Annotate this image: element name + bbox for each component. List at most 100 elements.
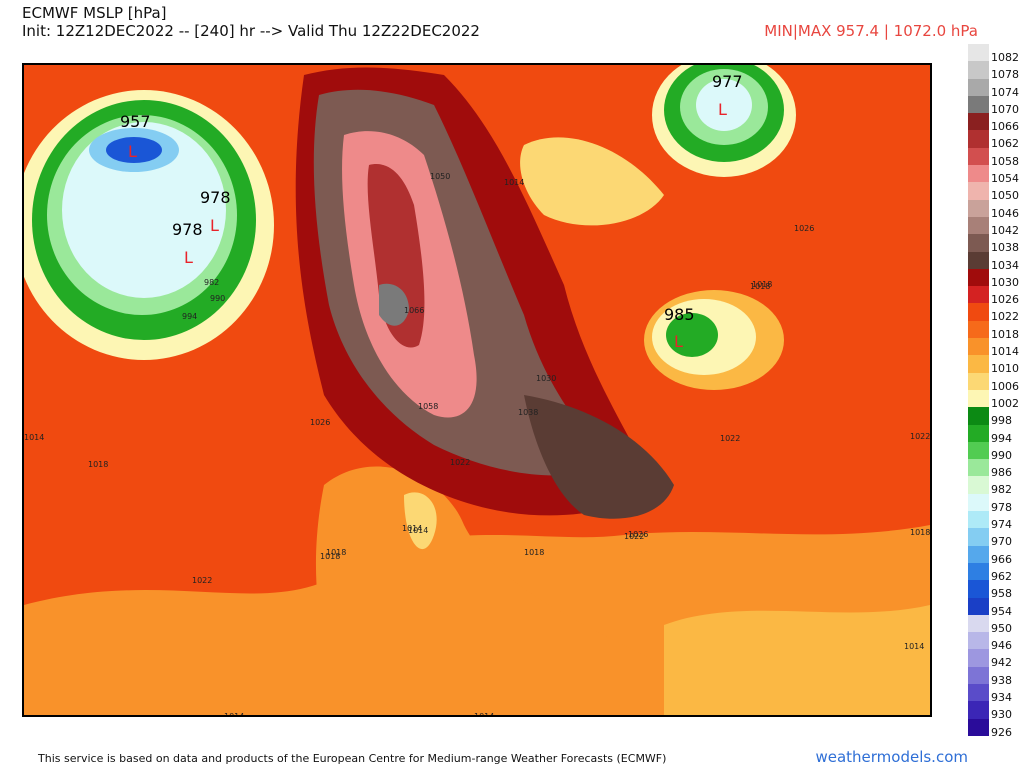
colorbar-label: 974	[991, 518, 1012, 532]
colorbar-label: 1014	[991, 345, 1019, 359]
isobar-label: 1022	[192, 576, 212, 585]
center-value: 978	[172, 220, 203, 239]
low-marker: L	[718, 100, 727, 119]
colorbar-label: 1078	[991, 68, 1019, 82]
isobar-label: 1014	[408, 526, 428, 535]
pacific-low-core	[106, 137, 162, 163]
colorbar-label: 938	[991, 673, 1012, 687]
colorbar-level: 950	[968, 614, 1022, 635]
colorbar-swatch	[968, 580, 989, 598]
isobar-label: 1022	[720, 434, 740, 443]
colorbar-label: 1034	[991, 258, 1019, 272]
colorbar-level: 1038	[968, 234, 1022, 255]
isobar-label: 1050	[430, 172, 450, 181]
isobar-label: 1038	[518, 408, 538, 417]
colorbar-level: 998	[968, 407, 1022, 426]
max-pressure-center	[379, 283, 409, 326]
colorbar-level: 1046	[968, 199, 1022, 220]
low-marker: L	[674, 332, 683, 351]
colorbar-swatch	[968, 147, 989, 166]
isobar-label: 1026	[794, 224, 814, 233]
colorbar-level: 1002	[968, 389, 1022, 409]
colorbar-level: 946	[968, 632, 1022, 651]
colorbar-label: 986	[991, 466, 1012, 480]
colorbar-swatch	[968, 338, 989, 356]
isobar-label: 1014	[224, 712, 244, 715]
colorbar-label: 1046	[991, 206, 1019, 220]
colorbar-swatch	[968, 441, 989, 460]
colorbar-swatch	[968, 597, 989, 615]
colorbar-swatch	[968, 718, 989, 736]
colorbar-swatch	[968, 545, 989, 563]
isobar-label: 1014	[904, 642, 924, 651]
min-max-pressure: MIN|MAX 957.4 | 1072.0 hPa	[764, 22, 978, 40]
colorbar-swatch	[968, 389, 989, 408]
colorbar-level: 1066	[968, 113, 1022, 134]
colorbar-label: 926	[991, 725, 1012, 739]
colorbar-label: 1042	[991, 223, 1019, 237]
colorbar-level: 930	[968, 701, 1022, 720]
colorbar-swatch	[968, 424, 989, 442]
east-coast-low-core	[666, 313, 718, 357]
colorbar-label: 1038	[991, 241, 1019, 255]
caribbean-region	[664, 605, 930, 715]
init-valid-time: Init: 12Z12DEC2022 -- [240] hr --> Valid…	[22, 22, 480, 40]
colorbar-level: 1018	[968, 320, 1022, 340]
colorbar-label: 1050	[991, 189, 1019, 203]
colorbar-label: 1074	[991, 85, 1019, 99]
colorbar-level: 1054	[968, 165, 1022, 184]
colorbar-level: 1030	[968, 268, 1022, 288]
isobar-label: 1018	[910, 528, 930, 537]
colorbar-level: 1022	[968, 303, 1022, 322]
eastern-high	[524, 395, 674, 519]
colorbar-swatch	[968, 649, 989, 667]
colorbar-label: 1066	[991, 120, 1019, 134]
brand-link[interactable]: weathermodels.com	[815, 748, 968, 766]
colorbar-swatch	[968, 632, 989, 650]
isobar-label: 1018	[750, 282, 770, 291]
colorbar-level: 1006	[968, 372, 1022, 392]
colorbar-level: 962	[968, 562, 1022, 582]
colorbar-label: 1058	[991, 154, 1019, 168]
colorbar-label: 950	[991, 621, 1012, 635]
colorbar-level: 986	[968, 459, 1022, 480]
pressure-map: 957 L 978 L 978 L 977 L 985 L 982 990 99…	[22, 63, 932, 717]
isobar-label: 1018	[88, 460, 108, 469]
low-marker: L	[184, 248, 193, 267]
isobar-label: 1030	[536, 374, 556, 383]
colorbar-level: 938	[968, 666, 1022, 687]
isobar-label: 1058	[418, 402, 438, 411]
colorbar-label: 1082	[991, 51, 1019, 64]
colorbar-swatch	[968, 303, 989, 321]
colorbar-level: 1050	[968, 182, 1022, 203]
colorbar-swatch	[968, 165, 989, 183]
pressure-colorbar: 1082 1078 1074 1070 1066 1062 1058 1054 1050 1046…	[968, 44, 1022, 739]
colorbar-swatch	[968, 113, 989, 131]
isobar-label: 1018	[320, 552, 340, 561]
colorbar-level: 954	[968, 597, 1022, 618]
isobar-label: 1066	[404, 306, 424, 315]
colorbar-level: 1014	[968, 338, 1022, 359]
colorbar-swatch	[968, 528, 989, 546]
isobar-label: 1026	[310, 418, 330, 427]
isobar-label: 1018	[326, 548, 346, 557]
isobar-label: 1018	[524, 548, 544, 557]
colorbar-swatch	[968, 320, 989, 339]
center-value: 957	[120, 112, 151, 131]
colorbar-label: 954	[991, 604, 1012, 618]
colorbar-label: 1010	[991, 362, 1019, 376]
colorbar-label: 934	[991, 690, 1012, 704]
colorbar-label: 958	[991, 587, 1012, 601]
colorbar-swatch	[968, 95, 989, 114]
colorbar-level: 982	[968, 476, 1022, 495]
colorbar-swatch	[968, 683, 989, 702]
low-marker: L	[128, 142, 137, 161]
colorbar-label: 1070	[991, 102, 1019, 116]
isobar-label: 990	[210, 294, 225, 303]
colorbar-swatch	[968, 355, 989, 373]
colorbar-swatch	[968, 199, 989, 217]
isobar-label: 1026	[628, 530, 648, 539]
hudson-region	[520, 137, 664, 226]
colorbar-swatch	[968, 511, 989, 529]
colorbar-swatch	[968, 44, 989, 62]
